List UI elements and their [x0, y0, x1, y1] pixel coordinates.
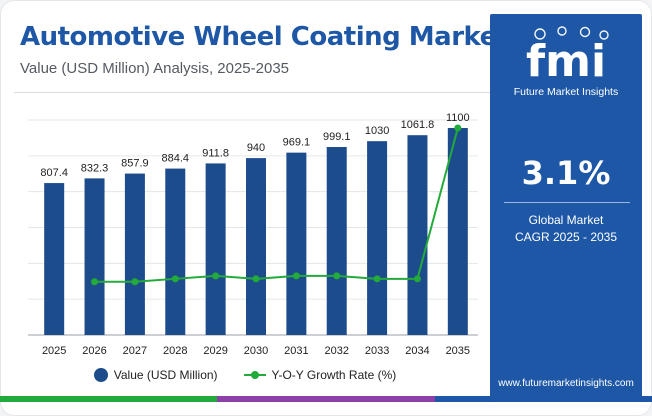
legend-item-value: Value (USD Million): [93, 368, 218, 382]
x-tick-2028: 2028: [163, 345, 187, 357]
growth-point-2035: [454, 124, 462, 132]
bar-label-2025: 807.4: [40, 167, 68, 179]
growth-point-2028: [171, 275, 179, 283]
x-tick-2031: 2031: [284, 345, 308, 357]
bar-label-2027: 857.9: [121, 158, 149, 170]
growth-point-2032: [333, 272, 341, 280]
x-tick-2025: 2025: [42, 345, 66, 357]
x-tick-2032: 2032: [324, 345, 348, 357]
bar-2032: [326, 146, 347, 335]
logo-text: fmi: [526, 36, 606, 84]
bar-label-2029: 911.8: [202, 147, 229, 159]
x-tick-2027: 2027: [123, 345, 147, 357]
x-tick-2030: 2030: [244, 345, 268, 357]
x-tick-2033: 2033: [365, 345, 389, 357]
legend-line-swatch: [243, 371, 266, 379]
website-link[interactable]: www.futuremarketinsights.com: [498, 378, 634, 389]
chart-subtitle: Value (USD Million) Analysis, 2025-2035: [20, 60, 290, 77]
cagr-label-line2: CAGR 2025 - 2035: [514, 230, 618, 244]
bar-2026: [84, 178, 105, 335]
bar-label-2031: 969.1: [283, 137, 311, 149]
legend-item-growth: Y-O-Y Growth Rate (%): [243, 368, 397, 382]
legend-line-label: Y-O-Y Growth Rate (%): [271, 368, 397, 382]
bar-2025: [44, 183, 65, 335]
bottom-bar-green: [0, 396, 218, 402]
bar-2033: [367, 141, 388, 335]
growth-point-2034: [413, 275, 421, 283]
chart-title: Automotive Wheel Coating Market: [20, 22, 509, 52]
bar-2029: [205, 163, 226, 335]
x-tick-2029: 2029: [203, 345, 227, 357]
x-tick-2035: 2035: [446, 345, 470, 357]
bar-2028: [165, 168, 186, 335]
growth-point-2027: [131, 278, 139, 286]
header-divider: [14, 92, 490, 93]
logo-subtitle: Future Market Insights: [513, 86, 619, 98]
kpi-divider: [504, 202, 630, 203]
bar-label-2030: 940: [247, 142, 265, 154]
bar-label-2034: 1061.8: [401, 119, 435, 131]
bar-2027: [124, 173, 145, 335]
bar-2031: [286, 152, 307, 335]
bar-label-2035: 1100: [446, 112, 470, 124]
chart-legend: Value (USD Million) Y-O-Y Growth Rate (%…: [0, 368, 490, 382]
bar-label-2026: 832.3: [81, 162, 109, 174]
cagr-label: Global Market CAGR 2025 - 2035: [490, 212, 642, 246]
growth-point-2029: [212, 272, 220, 280]
x-tick-2034: 2034: [405, 345, 429, 357]
bar-label-2033: 1030: [365, 125, 389, 137]
growth-point-2033: [373, 275, 381, 283]
legend-bar-swatch: [93, 368, 108, 382]
growth-point-2030: [252, 275, 260, 283]
growth-point-2031: [292, 272, 300, 280]
bar-2030: [246, 158, 266, 335]
legend-bar-label: Value (USD Million): [113, 368, 218, 382]
bar-2035: [447, 128, 468, 335]
kpi-panel: fmi Future Market Insights 3.1% Global M…: [490, 14, 642, 402]
bottom-bar-purple: [217, 396, 435, 402]
growth-line: [94, 127, 459, 283]
bar-2034: [407, 135, 428, 335]
cagr-value: 3.1%: [521, 154, 611, 192]
x-tick-2026: 2026: [82, 345, 106, 357]
cagr-label-line1: Global Market: [528, 213, 604, 227]
growth-point-2026: [91, 278, 99, 286]
bar-label-2028: 884.4: [162, 153, 190, 165]
bar-label-2032: 999.1: [323, 131, 351, 143]
bar-line-chart: 807.4 2025 832.3 2026 857.9 2027 884.4 2028 911.…: [28, 112, 478, 357]
fmi-logo: fmi: [526, 26, 609, 84]
